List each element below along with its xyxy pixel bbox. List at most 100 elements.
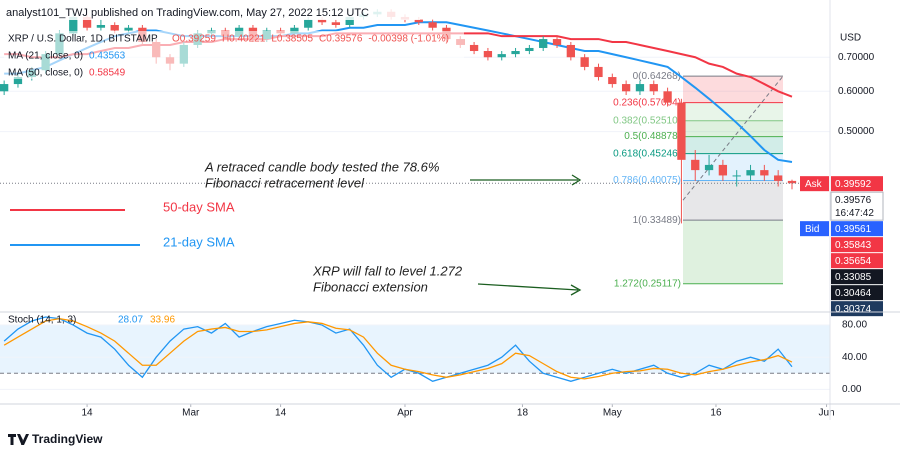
candle-body bbox=[345, 16, 354, 25]
x-tick-label: Jun bbox=[818, 408, 834, 419]
candle-body bbox=[469, 44, 479, 52]
x-tick-label: 18 bbox=[517, 408, 529, 419]
candle-body bbox=[0, 84, 9, 92]
candle-body bbox=[774, 175, 783, 181]
candle-body bbox=[677, 102, 686, 160]
fib-label: 1.272(0.25117) bbox=[614, 278, 681, 289]
legend-ohlc: C0.39576 bbox=[319, 34, 363, 45]
y-tick-label: 80.00 bbox=[842, 320, 867, 331]
candle-body bbox=[497, 54, 506, 58]
candle-body bbox=[13, 77, 23, 85]
stoch-title: Stoch (14, 1, 3) bbox=[8, 315, 76, 326]
legend-symbol: XRP / U.S. Dollar, 1D, BITSTAMP bbox=[8, 34, 158, 45]
stoch-pane: 0.00 40.00 80.00 14 Mar 14 Apr 18 May 16 Jun Stoch … bbox=[0, 315, 867, 419]
candle-body bbox=[621, 84, 631, 92]
candle-body bbox=[317, 19, 327, 23]
annotations bbox=[470, 174, 582, 296]
y-tick-label: 40.00 bbox=[842, 352, 867, 363]
annotation: XRP will fall to level 1.272 bbox=[312, 263, 463, 278]
candle-body bbox=[96, 24, 106, 28]
price-tag-box bbox=[800, 221, 829, 237]
arrow-head bbox=[571, 174, 582, 186]
candle-body bbox=[580, 57, 589, 67]
fib-zone bbox=[683, 120, 783, 137]
candle-body bbox=[428, 22, 437, 28]
arrow bbox=[477, 283, 579, 291]
fib-zone bbox=[683, 102, 783, 121]
annotation: A retraced candle body tested the 78.6% bbox=[204, 159, 439, 174]
legend-line-label: 21-day SMA bbox=[163, 234, 235, 249]
legend-ohlc: H0.40221 bbox=[222, 34, 266, 45]
arrow-head bbox=[570, 284, 582, 296]
legend-ma-value: 0.43563 bbox=[89, 51, 126, 62]
candle-body bbox=[539, 39, 548, 48]
candle-body bbox=[760, 170, 769, 176]
legend-line-label: 50-day SMA bbox=[163, 199, 235, 214]
y-tick-label: 0.70000 bbox=[838, 52, 875, 63]
fib-label: 0.5(0.48878) bbox=[624, 131, 681, 142]
candle-body bbox=[704, 164, 714, 171]
legend-ma-value: 0.58549 bbox=[89, 68, 126, 79]
price-label-box bbox=[831, 253, 883, 269]
candle-body bbox=[649, 84, 658, 92]
candle-body bbox=[414, 19, 423, 23]
x-tick-label: May bbox=[603, 408, 622, 419]
candle-body bbox=[525, 47, 534, 52]
x-tick-label: 14 bbox=[275, 408, 287, 419]
candle-body bbox=[691, 159, 700, 171]
legend-bg bbox=[4, 31, 464, 79]
candle-body bbox=[110, 24, 119, 31]
candle-body bbox=[718, 164, 728, 176]
price-label-box bbox=[831, 176, 883, 192]
header-title: analyst101_TWJ published on TradingView.… bbox=[6, 7, 369, 19]
price-label: 0.33085 bbox=[835, 272, 872, 283]
price-label-box bbox=[831, 269, 883, 285]
candle-body bbox=[511, 51, 520, 55]
price-tag: Bid bbox=[805, 224, 819, 235]
price-label-box bbox=[831, 237, 883, 253]
candle-body bbox=[304, 19, 313, 28]
candle-body bbox=[787, 180, 797, 184]
candle-body bbox=[124, 27, 133, 31]
legend-ohlc: L0.38505 bbox=[271, 34, 313, 45]
fib-zone bbox=[683, 220, 783, 284]
candle-body bbox=[635, 84, 645, 92]
price-label: 0.39576 bbox=[835, 195, 872, 206]
brand-logo: TradingView bbox=[8, 432, 103, 446]
y-tick-label: 0.00 bbox=[842, 384, 862, 395]
y-tick-label: 0.60000 bbox=[838, 86, 875, 97]
fib-label: 1(0.33489) bbox=[633, 215, 681, 226]
x-tick-label: 16 bbox=[710, 408, 722, 419]
price-label: 0.30374 bbox=[835, 304, 872, 315]
annotation: Fibonacci retracement level bbox=[205, 175, 365, 190]
brand: TradingView bbox=[32, 432, 103, 446]
price-tag-box bbox=[800, 176, 829, 192]
fib-label: 0.236(0.57004) bbox=[613, 97, 681, 108]
legend-ma: MA (21, close, 0) bbox=[8, 51, 83, 62]
price-label: 0.35843 bbox=[835, 240, 872, 251]
candle-body bbox=[483, 51, 493, 58]
fib-label: 0.382(0.52510) bbox=[613, 115, 681, 126]
stoch-value: 28.07 bbox=[118, 315, 143, 326]
candle-body bbox=[594, 66, 603, 78]
price-label-box bbox=[831, 285, 883, 301]
candle-body bbox=[331, 22, 341, 25]
price-label: 0.35654 bbox=[835, 256, 872, 267]
stoch-line bbox=[3, 317, 793, 380]
stoch-band bbox=[0, 325, 830, 374]
x-tick-label: 14 bbox=[82, 408, 94, 419]
legend-ohlc: -0.00398 (-1.01%) bbox=[368, 34, 449, 45]
price-label: 0.30464 bbox=[835, 288, 872, 299]
x-tick-label: Mar bbox=[182, 408, 200, 419]
candle-body bbox=[566, 44, 575, 58]
stoch-value: 33.96 bbox=[150, 315, 175, 326]
fib-zone bbox=[683, 180, 783, 221]
annotation: Fibonacci extension bbox=[313, 279, 428, 294]
candle-body bbox=[746, 170, 755, 176]
currency: USD bbox=[840, 33, 861, 44]
fib-label: 0.618(0.45246) bbox=[613, 148, 681, 159]
price-label-box bbox=[830, 191, 884, 221]
candle-body bbox=[290, 27, 299, 34]
header-bg bbox=[0, 5, 420, 20]
x-tick-label: Apr bbox=[397, 408, 413, 419]
